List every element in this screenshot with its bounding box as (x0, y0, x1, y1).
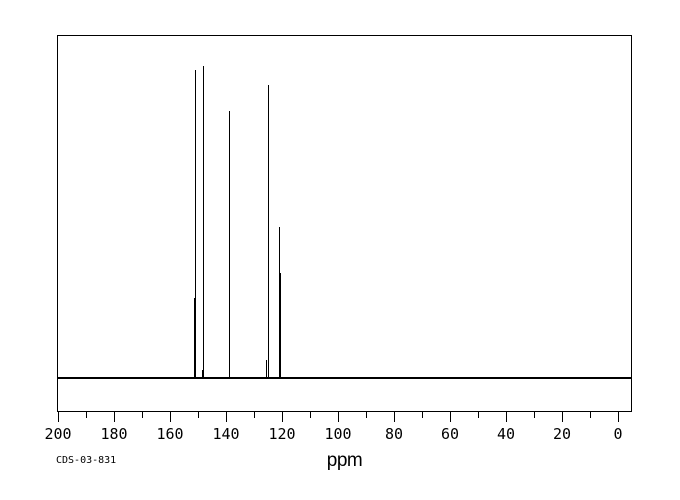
x-axis-minor-tick (86, 412, 87, 418)
x-axis-minor-tick (366, 412, 367, 418)
x-axis-tick-label: 100 (324, 425, 352, 443)
x-axis-tick-label: 180 (100, 425, 128, 443)
x-axis-tick-label: 80 (384, 425, 404, 443)
x-axis-title: ppm (326, 450, 363, 471)
spectrum-plot-frame (57, 35, 632, 412)
x-axis-minor-tick (310, 412, 311, 418)
x-axis-minor-tick (254, 412, 255, 418)
x-axis-tick-label: 160 (156, 425, 184, 443)
x-axis-minor-tick (590, 412, 591, 418)
nmr-peak (280, 273, 281, 378)
nmr-peak (229, 111, 230, 378)
x-axis-major-tick (338, 412, 339, 422)
nmr-peak (202, 370, 203, 378)
x-axis-tick-label: 0 (613, 425, 623, 443)
x-axis-tick-label: 20 (552, 425, 572, 443)
nmr-peak (194, 298, 195, 378)
x-axis-minor-tick (198, 412, 199, 418)
nmr-peak (266, 360, 267, 378)
x-axis-tick-label: 60 (440, 425, 460, 443)
nmr-peak (195, 70, 196, 378)
x-axis-major-tick (450, 412, 451, 422)
x-axis-major-tick (394, 412, 395, 422)
x-axis-major-tick (562, 412, 563, 422)
nmr-peak (279, 227, 280, 378)
x-axis-major-tick (506, 412, 507, 422)
x-axis-major-tick (114, 412, 115, 422)
x-axis-minor-tick (534, 412, 535, 418)
x-axis-major-tick (618, 412, 619, 422)
nmr-peak (268, 85, 269, 378)
x-axis-minor-tick (478, 412, 479, 418)
x-axis-minor-tick (142, 412, 143, 418)
x-axis-major-tick (226, 412, 227, 422)
baseline (57, 377, 632, 379)
nmr-peak (203, 66, 204, 378)
sample-id-label: CDS-03-831 (56, 455, 117, 466)
x-axis-tick-label: 140 (212, 425, 240, 443)
x-axis-major-tick (58, 412, 59, 422)
x-axis-tick-label: 200 (44, 425, 72, 443)
x-axis-major-tick (170, 412, 171, 422)
x-axis-major-tick (282, 412, 283, 422)
x-axis-tick-label: 120 (268, 425, 296, 443)
x-axis-tick-label: 40 (496, 425, 516, 443)
x-axis-minor-tick (422, 412, 423, 418)
